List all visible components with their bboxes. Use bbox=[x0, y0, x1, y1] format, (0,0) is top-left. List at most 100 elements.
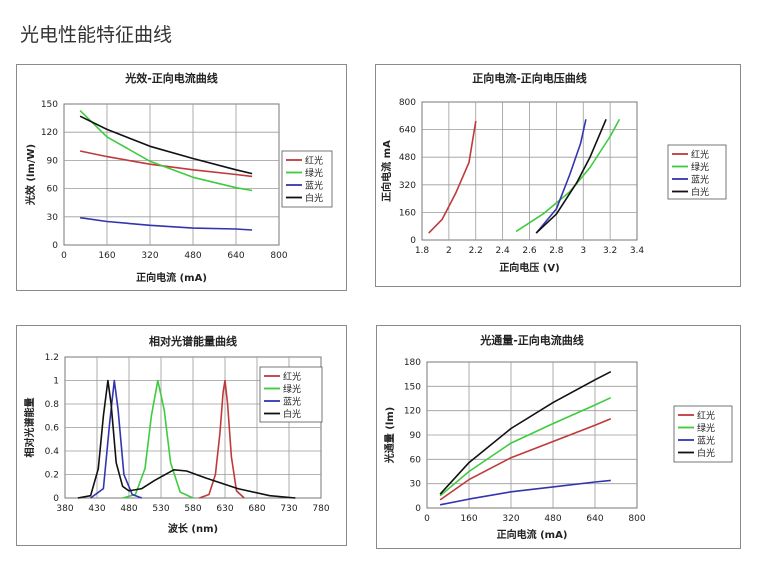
x-tick-label: 640 bbox=[586, 514, 603, 524]
x-tick-label: 0 bbox=[424, 514, 430, 524]
x-tick-label: 640 bbox=[227, 251, 244, 261]
x-tick-label: 680 bbox=[248, 504, 265, 514]
x-tick-label: 2.2 bbox=[469, 246, 483, 256]
x-tick-label: 3.4 bbox=[630, 246, 645, 256]
legend-label: 蓝光 bbox=[697, 435, 715, 447]
chart-svg-spectrum: 相对光谱能量曲线 0 0.2 0.4 0.6 0.8 1 1.2 380 430 480 530 580… bbox=[23, 334, 330, 535]
y-tick-label: 120 bbox=[41, 128, 58, 138]
series-line-0 bbox=[439, 418, 612, 501]
y-axis-label: 相对光谱能量 bbox=[23, 398, 36, 458]
x-tick-label: 160 bbox=[460, 514, 477, 524]
chart-title: 光通量-正向电流曲线 bbox=[479, 333, 584, 347]
y-tick-label: 800 bbox=[399, 98, 416, 108]
chart-panel-relative-spectrum: 相对光谱能量曲线 0 0.2 0.4 0.6 0.8 1 1.2 380 430 480 530 580… bbox=[16, 325, 347, 546]
y-axis-label: 光通量 (lm) bbox=[383, 407, 396, 464]
x-tick-label: 430 bbox=[88, 504, 105, 514]
legend-label: 绿光 bbox=[283, 383, 301, 395]
legend-label: 蓝光 bbox=[283, 396, 301, 408]
x-tick-label: 380 bbox=[56, 504, 73, 514]
legend-label: 绿光 bbox=[697, 422, 715, 434]
x-tick-label: 780 bbox=[312, 504, 329, 514]
series-line-1 bbox=[122, 379, 194, 499]
y-tick-label: 0 bbox=[415, 504, 421, 514]
legend-label: 绿光 bbox=[305, 167, 323, 179]
series-line-3 bbox=[79, 115, 253, 175]
chart-svg-efficacy: 光效-正向电流曲线 0 30 60 90 120 150 0 160 320 480 640 800 正向… bbox=[24, 71, 333, 284]
chart-svg-iv: 正向电流-正向电压曲线 0 160 320 480 640 800 1.8 2 2.2 2.4 2.6… bbox=[380, 71, 727, 274]
legend-label: 红光 bbox=[697, 410, 715, 422]
legend-label: 绿光 bbox=[691, 161, 709, 173]
legend-label: 白光 bbox=[283, 408, 301, 420]
y-tick-label: 0 bbox=[52, 241, 58, 251]
x-tick-label: 1.8 bbox=[415, 246, 430, 256]
y-tick-label: 0.8 bbox=[45, 400, 60, 410]
plot-area-frame bbox=[63, 103, 280, 246]
y-axis-label: 光效 (lm/W) bbox=[24, 144, 37, 206]
x-tick-label: 800 bbox=[270, 251, 287, 261]
legend-label: 红光 bbox=[691, 149, 709, 161]
y-tick-label: 30 bbox=[410, 480, 422, 490]
chart-panel-flux-vs-current: 光通量-正向电流曲线 0 30 60 90 120 150 180 0 160 320 480 640 8… bbox=[376, 325, 741, 549]
legend-label: 红光 bbox=[283, 371, 301, 383]
y-tick-label: 160 bbox=[399, 208, 416, 218]
x-tick-label: 480 bbox=[120, 504, 137, 514]
x-tick-label: 2.8 bbox=[549, 246, 564, 256]
series-line-1 bbox=[79, 110, 253, 192]
legend-label: 白光 bbox=[691, 186, 709, 198]
y-tick-label: 320 bbox=[399, 181, 416, 191]
x-tick-label: 320 bbox=[502, 514, 519, 524]
y-tick-label: 1.2 bbox=[45, 353, 59, 363]
x-axis-label: 正向电压 (V) bbox=[499, 261, 559, 274]
x-tick-label: 630 bbox=[216, 504, 233, 514]
series-line-2 bbox=[439, 479, 611, 506]
series-line-3 bbox=[439, 370, 612, 495]
chart-panel-current-vs-voltage: 正向电流-正向电压曲线 0 160 320 480 640 800 1.8 2 2.2 2.4 2.6… bbox=[375, 64, 741, 287]
legend-label: 红光 bbox=[305, 155, 323, 167]
x-tick-label: 320 bbox=[141, 251, 158, 261]
x-tick-label: 2.6 bbox=[522, 246, 537, 256]
y-tick-label: 60 bbox=[47, 185, 59, 195]
y-tick-label: 640 bbox=[399, 126, 416, 136]
legend-label: 蓝光 bbox=[691, 174, 709, 186]
series-line-1 bbox=[439, 396, 612, 497]
series-line-0 bbox=[428, 120, 477, 234]
series-line-2 bbox=[535, 119, 587, 234]
x-tick-label: 2 bbox=[446, 246, 452, 256]
x-axis-label: 正向电流 (mA) bbox=[136, 271, 207, 284]
x-axis-label: 正向电流 (mA) bbox=[497, 528, 568, 541]
y-tick-label: 150 bbox=[404, 382, 421, 392]
page-title: 光电性能特征曲线 bbox=[20, 24, 173, 46]
x-axis-label: 波长 (nm) bbox=[168, 522, 218, 535]
y-tick-label: 0.4 bbox=[45, 447, 60, 457]
y-tick-label: 150 bbox=[41, 100, 58, 110]
y-axis-label: 正向电流 mA bbox=[380, 140, 393, 202]
y-tick-label: 120 bbox=[404, 407, 421, 417]
y-tick-label: 60 bbox=[410, 455, 422, 465]
y-tick-label: 0.6 bbox=[45, 424, 60, 434]
y-tick-label: 1 bbox=[53, 377, 59, 387]
chart-title: 光效-正向电流曲线 bbox=[124, 71, 218, 85]
series-line-3 bbox=[77, 379, 296, 499]
x-tick-label: 580 bbox=[184, 504, 201, 514]
x-tick-label: 3 bbox=[580, 246, 586, 256]
legend-label: 白光 bbox=[697, 447, 715, 459]
x-tick-label: 2.4 bbox=[495, 246, 510, 256]
x-tick-label: 730 bbox=[280, 504, 297, 514]
x-tick-label: 480 bbox=[184, 251, 201, 261]
chart-title: 相对光谱能量曲线 bbox=[149, 334, 237, 348]
y-tick-label: 480 bbox=[399, 153, 416, 163]
x-tick-label: 480 bbox=[544, 514, 561, 524]
x-tick-label: 0 bbox=[61, 251, 67, 261]
x-tick-label: 530 bbox=[152, 504, 169, 514]
legend-label: 白光 bbox=[305, 192, 323, 204]
y-tick-label: 90 bbox=[47, 156, 59, 166]
y-tick-label: 90 bbox=[410, 431, 422, 441]
series-line-1 bbox=[515, 118, 621, 233]
series-line-2 bbox=[90, 379, 143, 499]
series-line-0 bbox=[79, 150, 253, 178]
y-tick-label: 0 bbox=[410, 236, 416, 246]
y-tick-label: 0.2 bbox=[45, 471, 59, 481]
series-line-2 bbox=[79, 216, 253, 231]
y-tick-label: 30 bbox=[47, 213, 59, 223]
chart-svg-flux: 光通量-正向电流曲线 0 30 60 90 120 150 180 0 160 320 480 640 8… bbox=[383, 333, 733, 541]
